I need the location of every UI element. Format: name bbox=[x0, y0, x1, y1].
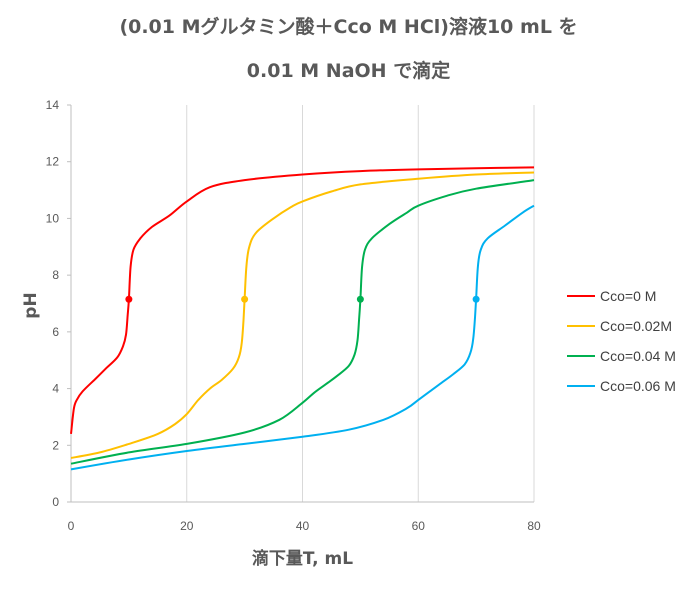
x-tick-labels: 0 20 40 60 80 bbox=[68, 519, 541, 533]
chart-title-line1: (0.01 Mグルタミン酸＋Cco M HCl)溶液10 mL を bbox=[119, 16, 578, 38]
legend: Cco=0 M Cco=0.02M Cco=0.04 M Cco=0.06 M bbox=[567, 288, 676, 394]
x-tick-label: 80 bbox=[527, 519, 541, 533]
y-tick-label: 8 bbox=[52, 268, 59, 282]
x-tick-label: 60 bbox=[412, 519, 426, 533]
y-tick-label: 12 bbox=[46, 155, 60, 169]
series-line-0 bbox=[70, 166, 535, 435]
equivalence-point-marker-2 bbox=[356, 295, 364, 303]
x-tick-label: 0 bbox=[68, 519, 75, 533]
y-tick-label: 2 bbox=[52, 438, 59, 452]
x-axis-label: 滴下量T, mL bbox=[252, 548, 353, 569]
legend-label-0: Cco=0 M bbox=[600, 288, 656, 304]
y-axis-label: pH bbox=[21, 292, 41, 318]
legend-label-3: Cco=0.06 M bbox=[600, 378, 676, 394]
chart-title-line2: 0.01 M NaOH で滴定 bbox=[246, 60, 451, 82]
equivalence-markers bbox=[125, 295, 480, 303]
x-tick-label: 20 bbox=[180, 519, 194, 533]
series-line-1 bbox=[70, 171, 535, 459]
y-tick-label: 14 bbox=[46, 98, 60, 112]
y-tick-label: 0 bbox=[52, 495, 59, 509]
legend-label-1: Cco=0.02M bbox=[600, 318, 672, 334]
y-tick-labels: 0 2 4 6 8 10 12 14 bbox=[46, 98, 60, 509]
equivalence-point-marker-0 bbox=[125, 295, 133, 303]
series-line-3 bbox=[70, 204, 535, 471]
equivalence-point-marker-3 bbox=[472, 295, 480, 303]
series-lines bbox=[70, 166, 535, 471]
axes bbox=[67, 104, 534, 503]
y-tick-label: 10 bbox=[46, 211, 60, 225]
legend-label-2: Cco=0.04 M bbox=[600, 348, 676, 364]
x-tick-label: 40 bbox=[296, 519, 310, 533]
equivalence-point-marker-1 bbox=[241, 295, 249, 303]
y-tick-label: 6 bbox=[52, 325, 59, 339]
series-line-2 bbox=[70, 179, 535, 465]
y-tick-label: 4 bbox=[52, 382, 59, 396]
